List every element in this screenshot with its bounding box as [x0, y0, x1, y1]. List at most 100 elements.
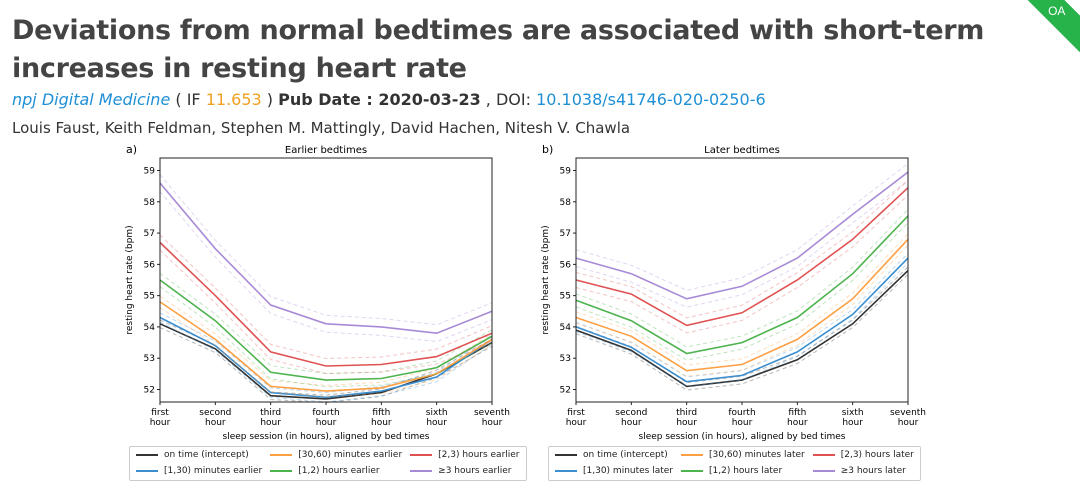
- y-tick-label: 56: [560, 260, 572, 270]
- y-tick-label: 52: [560, 385, 571, 395]
- pub-date: Pub Date : 2020-03-23: [278, 90, 481, 109]
- y-tick-label: 53: [560, 354, 571, 364]
- y-tick-label: 55: [560, 292, 571, 302]
- legend-label: [2,3) hours later: [840, 450, 914, 460]
- series-line: [159, 279, 493, 381]
- x-tick-label: sixth hour: [842, 408, 864, 428]
- legend-label: [1,30) minutes later: [583, 466, 673, 476]
- legend-item: [30,60) minutes later: [681, 450, 805, 460]
- legend-item: [2,3) hours earlier: [410, 450, 520, 460]
- series-ci-band: [575, 180, 909, 308]
- x-tick-label: first hour: [566, 408, 587, 428]
- legend-later: on time (intercept) [1,30) minutes later […: [548, 446, 921, 481]
- series-line: [575, 215, 909, 355]
- x-tick-label: fifth hour: [787, 408, 808, 428]
- legend-item: on time (intercept): [136, 450, 262, 460]
- legend-swatch: [410, 470, 433, 472]
- series-ci-band: [159, 174, 493, 326]
- x-tick-label: fourth hour: [312, 408, 339, 428]
- author-list: Louis Faust, Keith Feldman, Stephen M. M…: [12, 119, 631, 137]
- legend-swatch: [681, 454, 703, 456]
- series-ci-band: [159, 307, 493, 398]
- y-tick-label: 59: [144, 167, 156, 177]
- series-line: [159, 316, 493, 399]
- x-tick-label: second hour: [615, 408, 647, 428]
- y-tick-label: 54: [560, 323, 572, 333]
- journal-link[interactable]: npj Digital Medicine: [12, 90, 171, 109]
- series-ci-band: [575, 233, 909, 366]
- doi-link[interactable]: 10.1038/s41746-020-0250-6: [536, 90, 766, 109]
- legend-swatch: [812, 470, 835, 472]
- y-axis-label: resting heart rate (bpm): [541, 225, 551, 334]
- series-line: [159, 182, 493, 335]
- legend-item: [2,3) hours later: [812, 450, 914, 460]
- legend-label: [30,60) minutes earlier: [298, 450, 403, 460]
- panel-label: a): [126, 143, 137, 156]
- chart-title: Later bedtimes: [704, 145, 780, 156]
- series-line: [575, 270, 909, 388]
- legend-item: [1,2) hours earlier: [270, 466, 402, 476]
- legend-swatch: [270, 470, 293, 472]
- series-line: [159, 241, 493, 367]
- legend-item: [1,30) minutes earlier: [136, 466, 262, 476]
- x-tick-label: sixth hour: [426, 408, 448, 428]
- legend-label: [1,2) hours earlier: [298, 466, 380, 476]
- impact-factor: 11.653: [205, 90, 262, 109]
- legend-label: [1,30) minutes earlier: [164, 466, 263, 476]
- x-axis-label: sleep session (in hours), aligned by bed…: [639, 432, 846, 442]
- legend-swatch: [270, 454, 293, 456]
- series-ci-band: [575, 194, 909, 334]
- y-tick-label: 54: [144, 323, 156, 333]
- x-tick-label: third hour: [260, 408, 281, 428]
- legend-item: ≥3 hours later: [812, 466, 914, 476]
- y-tick-label: 57: [144, 229, 155, 239]
- legend-label: [30,60) minutes later: [709, 450, 805, 460]
- legend-swatch: [410, 454, 433, 456]
- legend-swatch: [681, 470, 703, 472]
- chart-earlier-bedtimes: a) Earlier bedtimes 52 53 54 55 56 57 58 59 first h…: [125, 143, 510, 442]
- legend-swatch: [555, 454, 577, 456]
- legend-label: ≥3 hours later: [840, 466, 906, 476]
- x-tick-label: fifth hour: [371, 408, 392, 428]
- legend-label: ≥3 hours earlier: [438, 466, 512, 476]
- x-tick-label: second hour: [199, 408, 231, 428]
- legend-earlier: on time (intercept) [1,30) minutes earlie…: [129, 446, 527, 481]
- series-ci-band: [575, 208, 909, 348]
- x-tick-label: fourth hour: [728, 408, 755, 428]
- series-ci-band: [159, 312, 493, 394]
- x-tick-label: seventh hour: [890, 408, 926, 428]
- series-ci-band: [159, 286, 493, 388]
- series-ci-band: [159, 295, 493, 386]
- legend-item: on time (intercept): [555, 450, 673, 460]
- chart-title: Earlier bedtimes: [285, 145, 367, 156]
- series-ci-band: [575, 262, 909, 387]
- y-tick-label: 58: [560, 198, 572, 208]
- x-tick-label: seventh hour: [474, 408, 510, 428]
- series-ci-band: [575, 274, 909, 391]
- legend-item: [1,30) minutes later: [555, 466, 673, 476]
- legend-swatch: [136, 470, 158, 472]
- legend-item: [30,60) minutes earlier: [270, 450, 402, 460]
- y-tick-label: 58: [144, 198, 156, 208]
- legend-swatch: [812, 454, 835, 456]
- series-line: [159, 301, 493, 392]
- y-tick-label: 59: [560, 167, 572, 177]
- plot-frame: [575, 157, 909, 403]
- legend-label: on time (intercept): [164, 450, 249, 460]
- legend-item: ≥3 hours earlier: [410, 466, 519, 476]
- paper-title: Deviations from normal bedtimes are asso…: [12, 15, 985, 84]
- series-ci-band: [159, 234, 493, 360]
- x-tick-label: third hour: [676, 408, 697, 428]
- y-axis-label: resting heart rate (bpm): [125, 225, 135, 334]
- publication-meta: npj Digital Medicine ( IF 11.653 ) Pub D…: [12, 90, 766, 109]
- legend-label: [1,2) hours later: [709, 466, 783, 476]
- series-ci-band: [575, 163, 909, 291]
- series-ci-band: [159, 319, 493, 396]
- y-tick-label: 55: [144, 292, 155, 302]
- y-tick-label: 57: [560, 229, 571, 239]
- legend-swatch: [136, 454, 158, 456]
- legend-label: on time (intercept): [583, 450, 668, 460]
- series-ci-band: [575, 222, 909, 361]
- y-tick-label: 56: [144, 260, 156, 270]
- y-tick-label: 52: [144, 385, 155, 395]
